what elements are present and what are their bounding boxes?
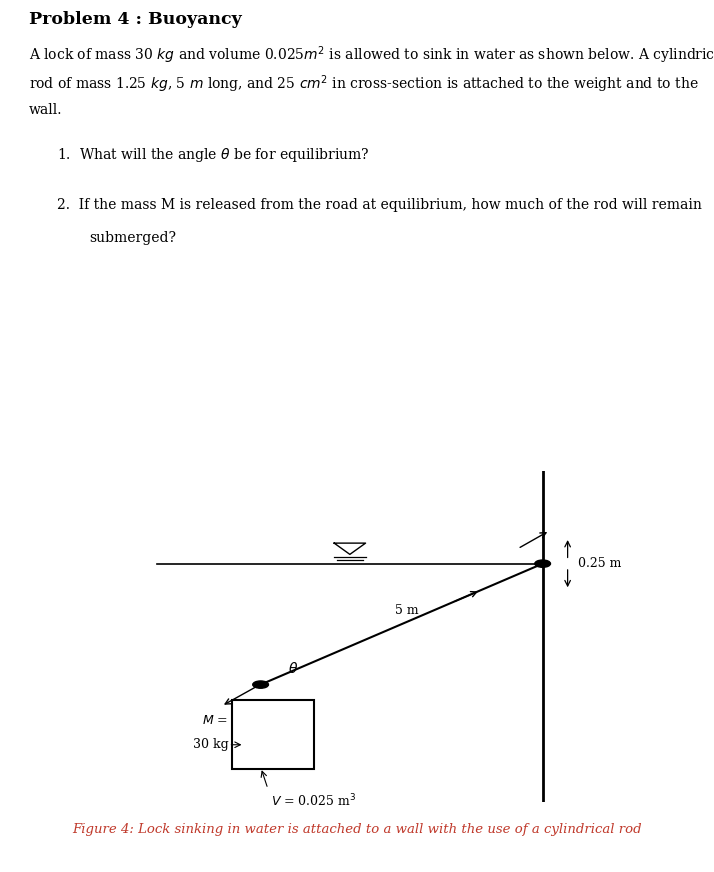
Text: $V$ = 0.025 m$^3$: $V$ = 0.025 m$^3$ (271, 793, 357, 809)
Text: 2.  If the mass M is released from the road at equilibrium, how much of the rod : 2. If the mass M is released from the ro… (57, 198, 702, 212)
Text: 5 m: 5 m (395, 604, 418, 617)
Text: 30 kg: 30 kg (193, 739, 228, 752)
Text: $\theta$: $\theta$ (288, 661, 298, 677)
Text: wall.: wall. (29, 103, 62, 117)
Text: $M$ =: $M$ = (203, 714, 228, 727)
Text: Problem 4 : Buoyancy: Problem 4 : Buoyancy (29, 11, 241, 28)
Text: rod of mass 1.25 $kg$, 5 $m$ long, and 25 $cm^2$ in cross-section is attached to: rod of mass 1.25 $kg$, 5 $m$ long, and 2… (29, 73, 698, 95)
Circle shape (535, 560, 550, 568)
Circle shape (253, 681, 268, 688)
Text: submerged?: submerged? (89, 231, 176, 245)
Text: A lock of mass 30 $kg$ and volume 0.025$m^2$ is allowed to sink in water as show: A lock of mass 30 $kg$ and volume 0.025$… (29, 44, 714, 65)
Text: 1.  What will the angle $\theta$ be for equilibrium?: 1. What will the angle $\theta$ be for e… (57, 146, 370, 165)
Text: 0.25 m: 0.25 m (578, 557, 622, 570)
Bar (232, 699, 314, 769)
Text: Figure 4: Lock sinking in water is attached to a wall with the use of a cylindri: Figure 4: Lock sinking in water is attac… (72, 823, 642, 835)
